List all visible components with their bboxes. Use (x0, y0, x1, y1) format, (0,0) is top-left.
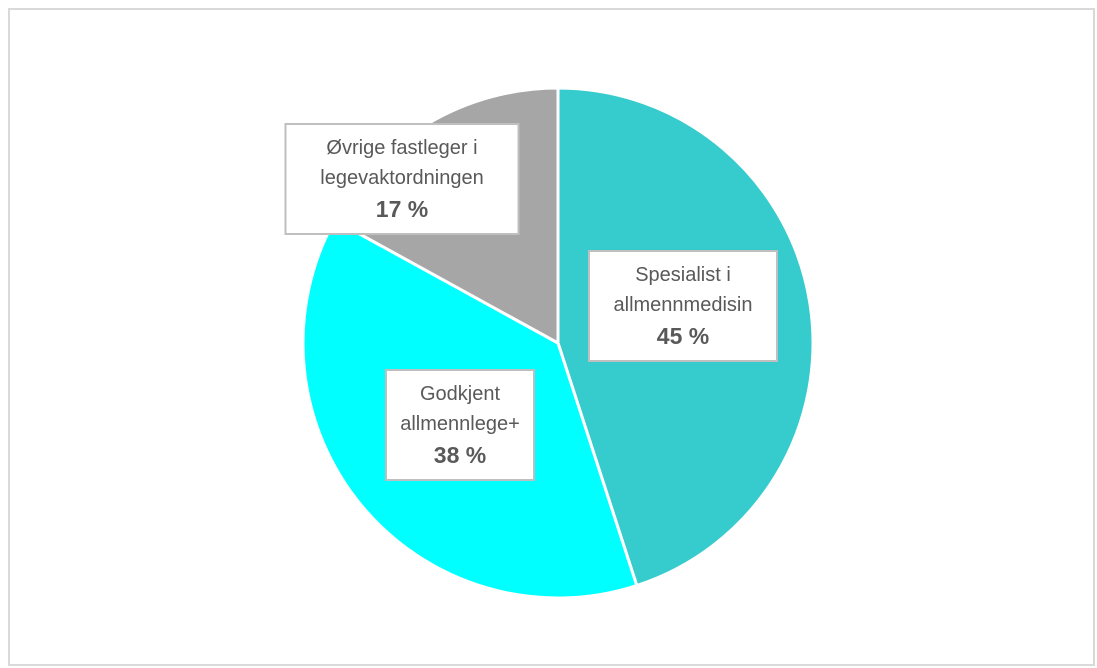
data-label-box: Spesialist i allmennmedisin 45 % (588, 250, 778, 362)
data-label-box: Godkjent allmennlege+ 38 % (385, 369, 535, 481)
value-label: 17 % (375, 196, 429, 222)
chart-frame (8, 8, 1095, 666)
data-label-box: Øvrige fastleger i legevaktordningen 17 % (284, 123, 520, 235)
value-label: 38 % (433, 442, 487, 468)
value-label: 45 % (656, 323, 710, 349)
slice-label: Godkjent allmennlege+ (400, 383, 520, 435)
slice-label: Øvrige fastleger i legevaktordningen (320, 137, 484, 189)
slice-label: Spesialist i allmennmedisin (613, 264, 753, 316)
